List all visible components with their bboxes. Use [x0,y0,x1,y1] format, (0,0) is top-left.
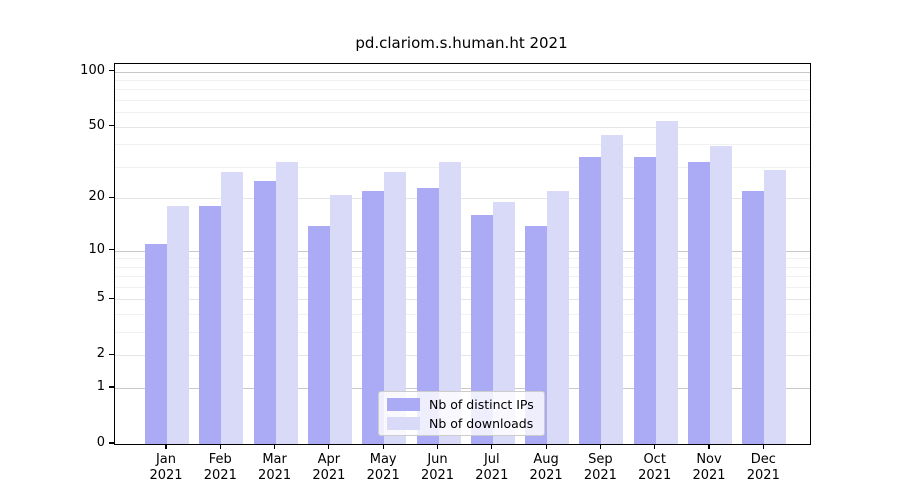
legend-label-distinct-ips: Nb of distinct IPs [429,396,534,412]
bar-dec-distinct-ips [742,191,765,444]
legend: Nb of distinct IPs Nb of downloads [378,391,545,436]
distinct-ips-swatch [387,397,420,411]
y-tick-mark-2 [109,353,114,355]
legend-item-downloads: Nb of downloads [387,416,536,431]
x-tick-label-feb: Feb 2021 [203,452,237,483]
x-tick-label-aug: Aug 2021 [529,452,563,483]
x-tick-mark-aug [545,444,547,449]
x-tick-label-nov: Nov 2021 [692,452,726,483]
bar-sep-distinct-ips [579,157,602,444]
x-tick-label-mar: Mar 2021 [258,452,292,483]
x-tick-mark-oct [654,444,656,449]
gridline-minor-30 [115,166,810,168]
x-tick-label-jan: Jan 2021 [149,452,183,483]
x-tick-label-may: May 2021 [366,452,400,483]
gridline-1 [115,388,810,390]
x-tick-mark-apr [328,444,330,449]
y-tick-label-1: 1 [96,379,105,395]
bar-jun-distinct-ips [416,187,439,444]
y-tick-mark-20 [109,196,114,198]
x-tick-mark-feb [219,444,221,449]
bar-nov-downloads [710,146,732,444]
x-tick-mark-nov [708,444,710,449]
gridline-minor-9 [115,258,810,260]
bar-apr-distinct-ips [307,225,330,444]
y-tick-label-0: 0 [96,435,105,450]
y-tick-label-2: 2 [96,346,105,362]
y-tick-mark-1 [109,386,114,388]
legend-item-distinct-ips: Nb of distinct IPs [387,397,536,412]
x-tick-label-jun: Jun 2021 [420,452,455,483]
y-tick-label-5: 5 [96,290,105,306]
bar-mar-distinct-ips [253,181,276,444]
bar-aug-downloads [547,191,570,444]
legend-label-downloads: Nb of downloads [429,415,534,431]
bar-jun-downloads [438,161,461,444]
gridline-minor-7 [115,276,810,278]
bar-sep-downloads [601,135,624,444]
x-tick-mark-jan [165,444,167,449]
x-tick-mark-may [382,444,384,449]
x-tick-label-apr: Apr 2021 [312,452,346,483]
bar-oct-distinct-ips [633,157,656,444]
x-tick-label-sep: Sep 2021 [583,452,617,483]
x-tick-mark-sep [599,444,601,449]
gridline-minor-70 [115,100,810,102]
y-tick-mark-10 [109,248,114,251]
bar-may-distinct-ips [362,191,385,444]
gridline-20 [115,198,810,200]
bar-apr-downloads [329,194,352,444]
bar-feb-downloads [221,172,244,444]
x-tick-mark-dec [762,444,764,449]
gridline-10 [115,250,810,252]
bar-may-downloads [384,172,407,444]
gridline-minor-40 [115,144,810,146]
bar-oct-downloads [655,120,678,444]
gridline-2 [115,355,810,357]
plot-area [114,63,811,445]
y-tick-mark-50 [109,125,114,127]
bar-jan-distinct-ips [145,243,167,444]
y-tick-label-20: 20 [88,189,105,205]
x-tick-label-dec: Dec 2021 [746,452,780,483]
x-tick-mark-mar [274,444,276,449]
y-tick-mark-5 [109,297,114,299]
gridline-minor-4 [115,314,810,316]
bar-jan-downloads [167,206,189,444]
gridline-5 [115,299,810,301]
bar-jul-distinct-ips [470,215,493,444]
gridline-minor-80 [115,89,810,91]
y-tick-label-50: 50 [88,117,105,133]
bar-jul-downloads [492,202,515,444]
x-tick-mark-jul [491,444,493,449]
gridline-minor-90 [115,80,810,82]
gridline-minor-8 [115,266,810,268]
x-tick-label-jul: Jul 2021 [475,452,509,483]
gridline-minor-60 [115,112,810,114]
gridline-minor-6 [115,286,810,288]
gridline-minor-3 [115,332,810,334]
gridline-100 [115,71,810,73]
bar-mar-downloads [275,161,298,444]
bar-feb-distinct-ips [199,206,222,444]
y-tick-label-10: 10 [88,241,105,257]
x-tick-mark-jun [436,444,439,449]
bar-aug-distinct-ips [525,225,548,444]
y-tick-mark-100 [109,70,114,72]
bar-dec-downloads [764,169,787,444]
downloads-swatch [387,416,420,430]
y-tick-label-100: 100 [80,62,105,78]
bar-nov-distinct-ips [688,161,710,444]
x-tick-label-oct: Oct 2021 [638,452,672,483]
gridline-50 [115,126,810,128]
y-tick-mark-0 [109,442,114,444]
chart-title: pd.clariom.s.human.ht 2021 [355,34,568,52]
